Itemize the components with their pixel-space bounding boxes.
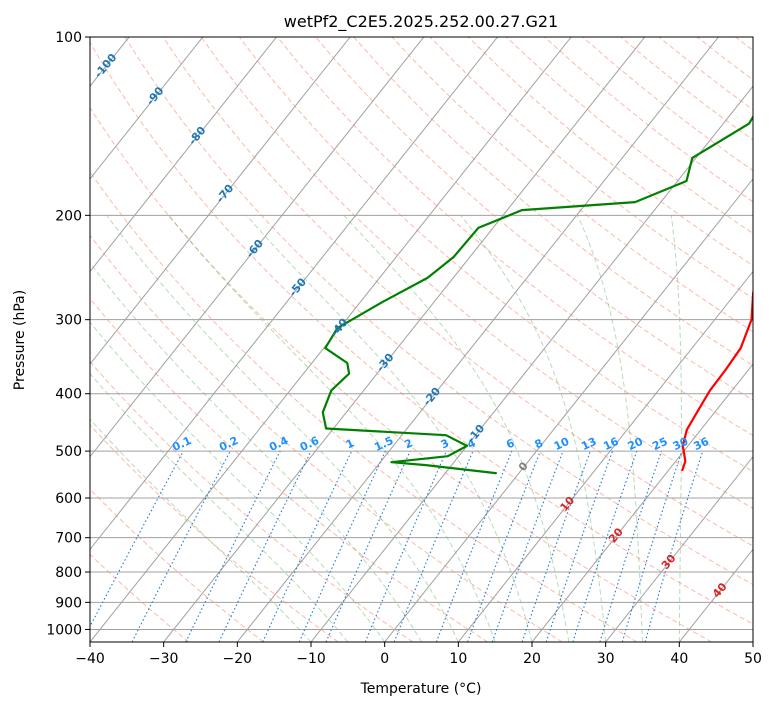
dry-adiabat-line <box>391 37 753 333</box>
isotherm-line <box>90 37 351 365</box>
isotherm-line <box>752 641 753 642</box>
isotherm-line <box>90 37 425 458</box>
mixing-ratio-line <box>491 450 564 642</box>
plot-background <box>90 37 753 642</box>
dry-adiabat-line <box>90 106 712 642</box>
y-tick-label: 200 <box>55 208 82 224</box>
grid-layer <box>90 37 753 642</box>
mixing-ratio-label: 20 <box>626 435 646 453</box>
mixing-ratio-line <box>298 450 386 642</box>
moist-adiabat-line <box>670 215 682 642</box>
dry-adiabat-line <box>429 37 753 299</box>
dry-adiabat-line <box>315 37 753 401</box>
dry-adiabat-line <box>90 488 264 642</box>
x-tick-label: 50 <box>744 651 762 667</box>
isotherm-line <box>90 37 204 180</box>
y-axis-label: Pressure (hPa) <box>12 290 28 390</box>
dry-adiabat-line <box>90 297 488 642</box>
mixing-ratio-line <box>435 450 513 642</box>
plot-frame <box>89 36 754 643</box>
moist-adiabat-line <box>106 215 459 642</box>
isotherm-line <box>605 455 753 642</box>
dry-adiabat-line <box>200 37 753 509</box>
mixing-ratio-label: 10 <box>552 435 572 453</box>
mixing-ratio-line <box>644 450 704 642</box>
dry-adiabat-line <box>90 553 190 642</box>
isotherm-line <box>531 363 753 642</box>
moist-adiabat-line <box>90 321 386 642</box>
x-tick-label: −40 <box>75 651 105 667</box>
isotherm-line <box>163 37 646 642</box>
mixing-ratio-label: 36 <box>692 435 712 453</box>
isotherm-line <box>457 270 753 642</box>
moist-adiabat-line <box>90 372 349 642</box>
x-axis-label: Temperature (°C) <box>360 681 482 697</box>
x-tick-label: −10 <box>296 651 326 667</box>
x-tick-label: 40 <box>670 651 688 667</box>
mixing-ratio-line <box>521 450 591 642</box>
mixing-ratio-line <box>393 450 474 642</box>
mixing-ratio-line <box>325 450 411 642</box>
dry-adiabat-line <box>90 234 563 642</box>
moist-adiabat-line <box>343 214 570 642</box>
y-tick-label: 1000 <box>46 622 82 638</box>
y-tick-label: 600 <box>55 491 82 507</box>
mixing-ratio-line <box>545 450 614 642</box>
mixing-ratio-line <box>364 450 447 642</box>
x-tick-label: 10 <box>449 651 467 667</box>
y-tick-label: 500 <box>55 444 82 460</box>
dry-adiabat-line <box>90 41 753 625</box>
dry-adiabat-line <box>90 424 339 642</box>
dry-adiabat-line <box>90 171 638 642</box>
moist-adiabat-line <box>246 215 533 642</box>
mixing-ratio-line <box>466 450 541 642</box>
mixing-ratio-line <box>185 450 281 642</box>
mixing-ratio-line <box>90 450 184 628</box>
profile-layer <box>321 114 753 475</box>
moist-adiabat-line <box>90 262 422 642</box>
mixing-ratio-line <box>599 450 662 642</box>
x-tick-label: 20 <box>523 651 541 667</box>
isotherm-line <box>310 85 753 642</box>
mixing-ratio-label: 13 <box>579 435 598 453</box>
dry-adiabat-line <box>277 37 753 437</box>
x-tick-label: 30 <box>597 651 615 667</box>
mixing-ratio-label: 30 <box>671 435 691 453</box>
y-tick-label: 400 <box>55 387 82 403</box>
mixing-ratio-line <box>572 450 638 642</box>
y-tick-label: 700 <box>55 531 82 547</box>
temperature-profile-line <box>681 289 753 472</box>
y-tick-label: 900 <box>55 595 82 611</box>
isotherm-line <box>90 37 277 273</box>
x-tick-label: 0 <box>380 651 389 667</box>
moist-adiabat-line <box>576 215 643 642</box>
chart-title: wetPf2_C2E5.2025.252.00.27.G21 <box>284 12 558 32</box>
isotherm-line <box>90 37 498 551</box>
isotherm-line <box>384 178 753 642</box>
mixing-ratio-label: 25 <box>650 435 669 453</box>
x-tick-label: −20 <box>223 651 253 667</box>
y-tick-label: 300 <box>55 313 82 329</box>
mixing-ratio-line <box>621 450 683 642</box>
y-tick-label: 100 <box>55 30 82 46</box>
y-tick-label: 800 <box>55 565 82 581</box>
mixing-ratio-label: 16 <box>601 435 621 453</box>
dewpoint-profile-line <box>321 114 753 475</box>
axis-layer: −40 −30 −20 −10 0 10 20 30 40 50 1000 900 800 700 600 5… <box>46 30 762 667</box>
isotherm-line <box>236 37 719 642</box>
x-tick-label: −30 <box>149 651 179 667</box>
moist-adiabat-line <box>460 215 607 642</box>
moist-adiabat-line <box>168 215 496 642</box>
